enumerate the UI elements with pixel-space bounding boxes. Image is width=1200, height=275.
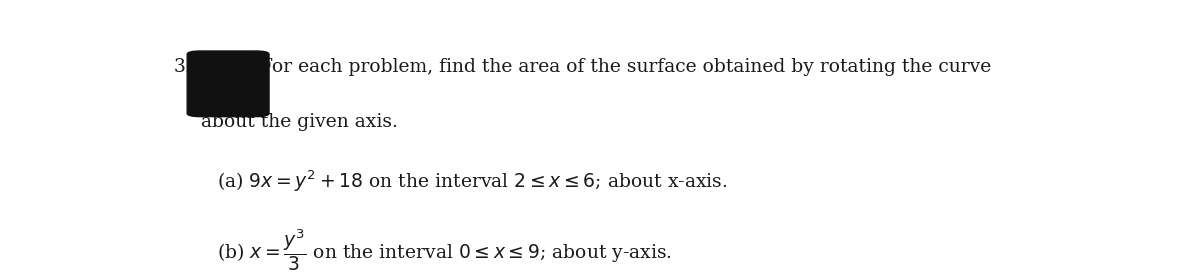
Text: (a) $9x = y^2 + 18$ on the interval $2 \leq x \leq 6$; about x-axis.: (a) $9x = y^2 + 18$ on the interval $2 \… [217, 169, 727, 194]
FancyBboxPatch shape [187, 51, 269, 117]
Text: about the given axis.: about the given axis. [202, 114, 398, 131]
Text: 3.: 3. [173, 58, 191, 76]
Text: For each problem, find the area of the surface obtained by rotating the curve: For each problem, find the area of the s… [259, 58, 991, 76]
Text: (b) $x = \dfrac{y^3}{3}$ on the interval $0 \leq x \leq 9$; about y-axis.: (b) $x = \dfrac{y^3}{3}$ on the interval… [217, 228, 672, 273]
